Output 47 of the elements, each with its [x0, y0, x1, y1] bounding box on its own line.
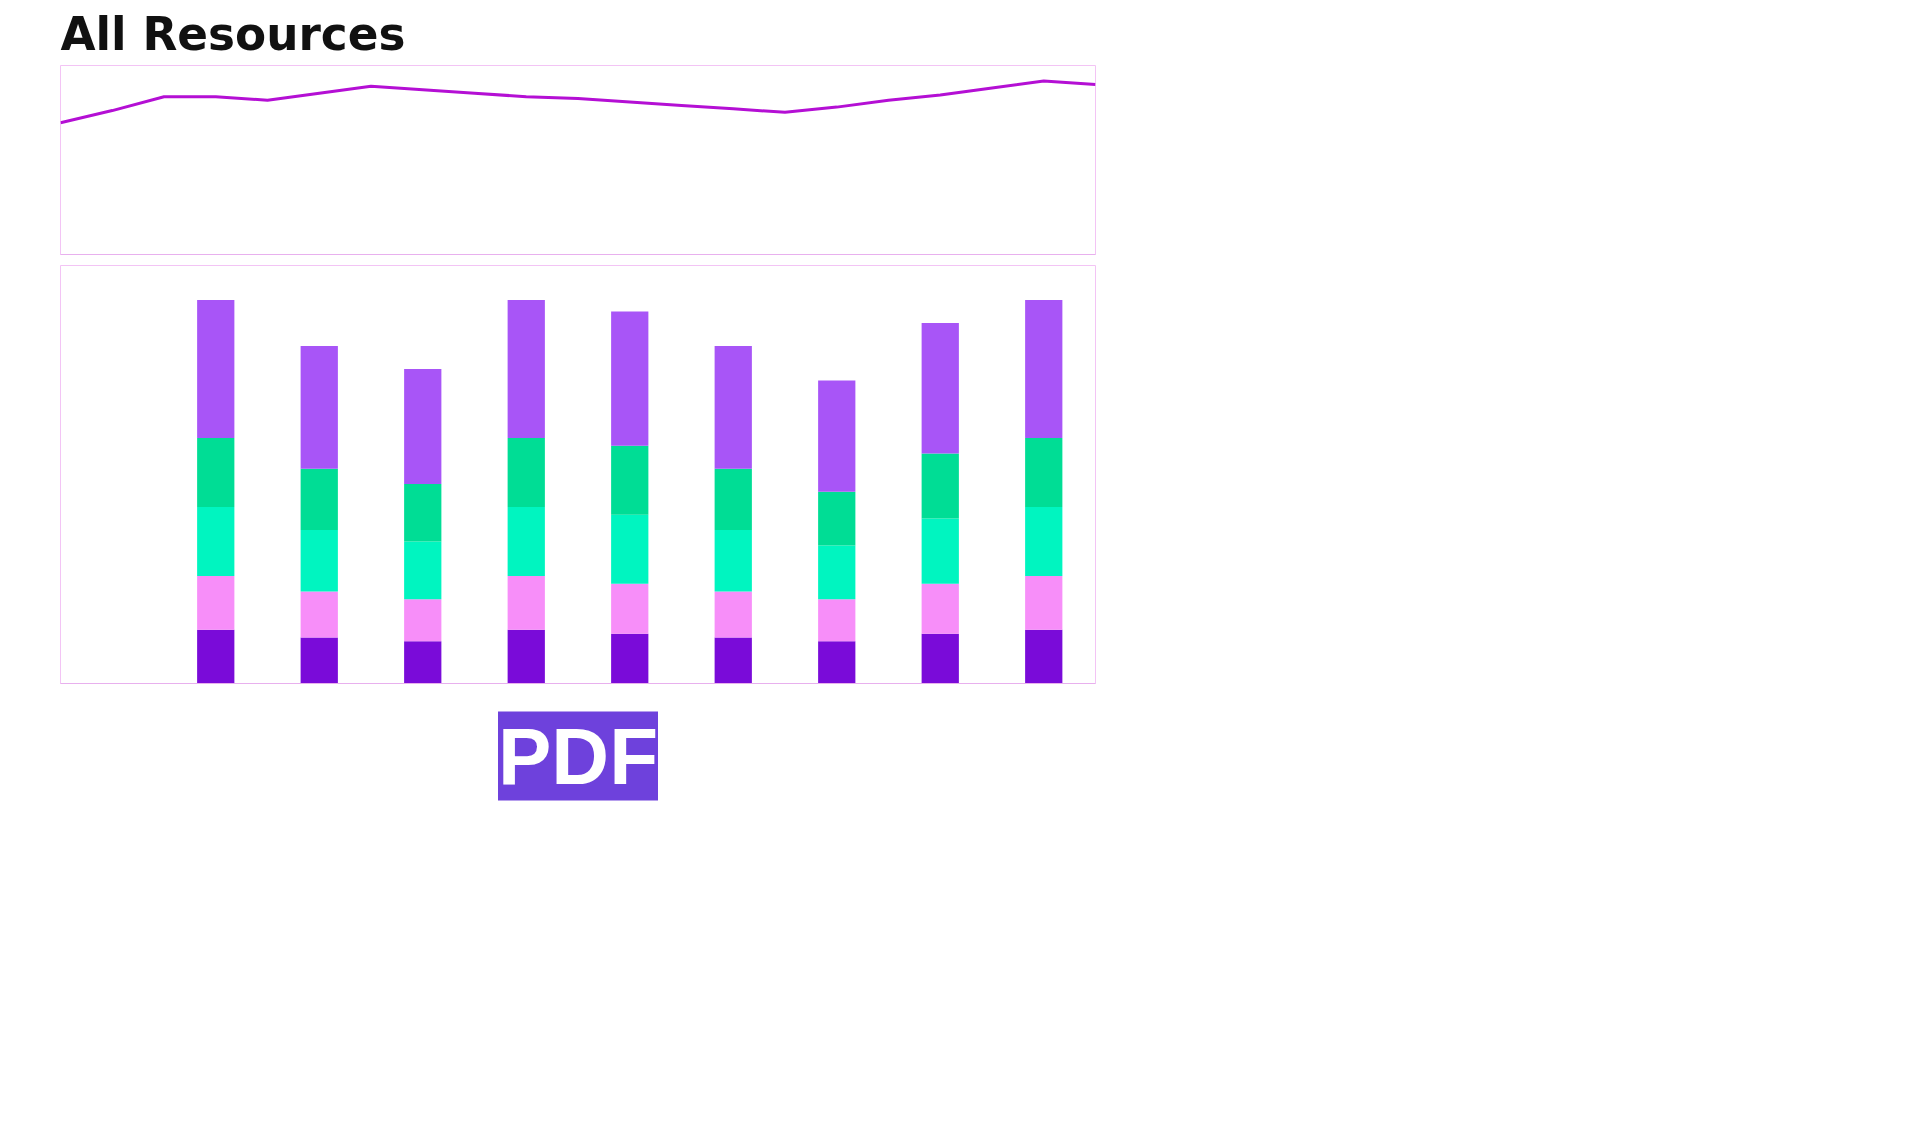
- bar: [921, 583, 959, 634]
- bar: [921, 453, 959, 519]
- bar: [1025, 507, 1063, 577]
- bar: [197, 507, 235, 577]
- bar: [300, 346, 338, 469]
- bar: [818, 545, 856, 600]
- bar: [197, 438, 235, 508]
- bar: [507, 576, 545, 630]
- bar: [1025, 576, 1063, 630]
- bar: [921, 518, 959, 584]
- bar: [611, 633, 649, 684]
- bar: [714, 637, 752, 684]
- bar: [1025, 629, 1063, 684]
- chart-title: All Resources: [60, 7, 406, 61]
- bar: [300, 468, 338, 531]
- bar: [404, 641, 442, 684]
- bar: [300, 530, 338, 592]
- bar: [921, 633, 959, 684]
- bar: [611, 311, 649, 446]
- bar: [507, 300, 545, 439]
- bar: [714, 530, 752, 592]
- bar: [714, 591, 752, 638]
- bar: [197, 576, 235, 630]
- bar: [818, 491, 856, 546]
- bar: [611, 514, 649, 584]
- bar: [507, 629, 545, 684]
- bar: [714, 468, 752, 531]
- bar: [1025, 438, 1063, 508]
- bar: [300, 591, 338, 638]
- bar: [611, 583, 649, 634]
- bar: [300, 637, 338, 684]
- bar: [818, 641, 856, 684]
- bar: [611, 445, 649, 515]
- bar: [197, 300, 235, 439]
- bar: [1025, 300, 1063, 439]
- bar: [404, 541, 442, 600]
- text: PDF: [498, 711, 658, 801]
- bar: [507, 507, 545, 577]
- bar: [921, 323, 959, 454]
- bar: [197, 629, 235, 684]
- bar: [507, 438, 545, 508]
- bar: [404, 484, 442, 542]
- bar: [404, 369, 442, 485]
- bar: [818, 599, 856, 642]
- bar: [404, 599, 442, 642]
- bar: [818, 380, 856, 492]
- bar: [714, 346, 752, 469]
